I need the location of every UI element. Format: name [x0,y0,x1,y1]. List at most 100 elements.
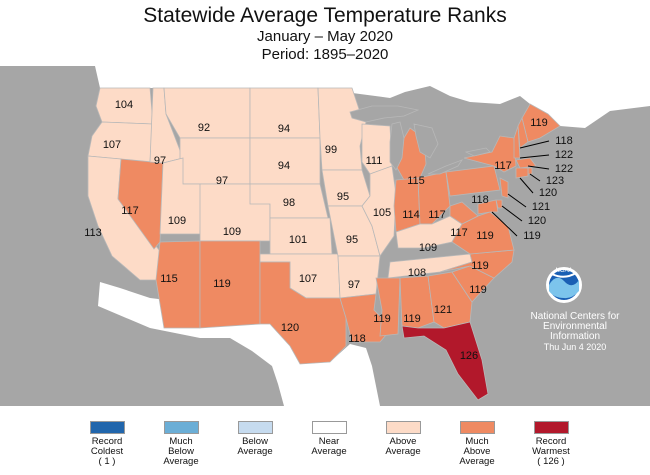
state-al [399,275,435,329]
state-ma [515,157,537,169]
leader-line-vt [519,154,550,159]
us-temperature-rank-map: 104 107 113 117 97 92 97 109 109 115 119 94 94 98 101 1… [0,66,650,406]
rank-label-ks: 101 [289,234,307,246]
map-period: Period: 1895–2020 [261,46,389,63]
legend-label: Record Coldest ( 1 ) [90,436,124,467]
rank-label-la: 118 [348,333,366,345]
noaa-logo-wave [549,277,579,299]
rank-label-ri: 123 [546,175,564,187]
rank-label-nd: 94 [278,123,290,135]
leader-line-ri [529,173,541,182]
lake-ontario [464,147,491,157]
noaa-logo-text: NOAA [555,268,572,274]
legend-swatch [385,421,421,434]
leader-lines [491,140,550,237]
rank-label-il: 105 [373,207,391,219]
legend-swatch [311,421,347,434]
rank-label-ia: 95 [337,191,349,203]
legend-label: Above Average [385,436,421,457]
rank-label-id: 97 [154,155,166,167]
rank-label-ok: 107 [299,273,317,285]
legend-item-record-warmest: Record Warmest ( 126 ) [514,421,588,467]
rank-label-oh: 117 [428,209,446,221]
leader-line-md [491,211,518,237]
lake-erie [427,159,464,175]
credit-line-1: National Centers for [530,311,620,322]
state-nc [439,249,515,279]
state-ri [527,167,533,175]
rank-label-wi: 111 [366,155,383,167]
rank-label-va: 119 [476,230,494,242]
leader-line-de [501,205,523,222]
rank-label-mt: 92 [198,122,210,134]
legend-label: Below Average [237,436,273,457]
legend-item-much-below-average: Much Below Average [144,421,218,467]
legend-label: Record Warmest ( 126 ) [532,436,570,467]
lake-superior [349,105,420,123]
state-ct [515,167,529,179]
state-mn [317,87,367,171]
state-de [495,199,503,209]
states-layer [87,87,561,401]
rank-label-tx: 120 [281,322,299,334]
lake-huron [413,123,439,159]
rank-label-ca: 113 [84,227,102,239]
rank-label-ga: 121 [434,304,452,316]
landmass-north [0,66,650,128]
rank-labels: 104 107 113 117 97 92 97 109 109 115 119 94 94 98 101 1… [84,99,573,362]
rank-label-nh: 118 [555,135,573,147]
credit-line-2: Environmental [543,321,607,332]
rank-label-ne: 98 [283,197,295,209]
legend-swatch [459,421,495,434]
state-wv [449,201,479,225]
legend-label: Much Above Average [459,436,495,467]
legend: Record Coldest ( 1 ) Much Below Average … [0,421,650,475]
leader-line-nj [507,193,527,208]
rank-label-wy: 97 [216,175,228,187]
rank-label-ms: 119 [373,313,391,325]
legend-item-much-above-average: Much Above Average [440,421,514,467]
legend-label: Near Average [311,436,347,457]
state-md [477,199,499,215]
credit-line-3: Information [549,331,601,342]
state-ar [337,255,381,299]
legend-item-near-average: Near Average [292,421,366,457]
rank-label-ky: 109 [419,242,437,254]
legend-swatch [163,421,199,434]
rank-label-pa: 118 [471,194,489,206]
rank-label-mn: 99 [325,144,337,156]
map-title: Statewide Average Temperature Ranks [143,4,507,27]
legend-swatch [533,421,569,434]
rank-label-me: 119 [530,117,548,129]
rank-label-co: 109 [223,226,241,238]
legend-label: Much Below Average [163,436,199,467]
rank-label-or: 107 [103,139,121,151]
rank-label-md: 119 [523,230,541,242]
rank-label-in: 114 [402,209,420,221]
credit-date: Thu Jun 4 2020 [543,342,607,352]
rank-label-sd: 94 [278,160,290,172]
rank-label-al: 119 [403,313,421,325]
rank-label-ny: 117 [494,160,512,172]
rank-label-ut: 109 [168,215,186,227]
state-nj [499,177,509,199]
rank-label-ar: 97 [348,279,360,291]
state-il [361,165,397,257]
leader-line-ct [519,177,534,194]
rank-label-nv: 117 [121,205,139,217]
state-tx [259,261,347,365]
rank-label-nm: 119 [213,278,231,290]
noaa-logo-gull [551,272,577,278]
lake-michigan [389,121,405,171]
legend-item-record-coldest: Record Coldest ( 1 ) [70,421,144,467]
noaa-logo: NOAA [546,267,582,303]
state-pa [445,165,501,197]
rank-label-nj: 121 [532,201,550,213]
state-az [155,240,201,329]
rank-label-sc: 119 [469,284,487,296]
legend-swatch [89,421,125,434]
rank-label-ma: 122 [555,163,573,175]
rank-label-vt: 122 [555,149,573,161]
rank-label-ct: 120 [539,187,557,199]
rank-label-de: 120 [528,215,546,227]
